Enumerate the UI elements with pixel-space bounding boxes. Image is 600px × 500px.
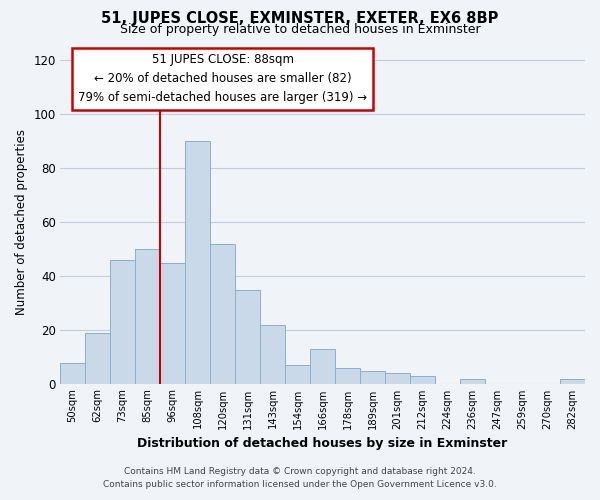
Bar [160,262,185,384]
Bar [385,374,410,384]
Bar [285,365,310,384]
Bar [335,368,360,384]
Bar [560,378,585,384]
Text: Contains HM Land Registry data © Crown copyright and database right 2024.
Contai: Contains HM Land Registry data © Crown c… [103,468,497,489]
Bar [410,376,435,384]
X-axis label: Distribution of detached houses by size in Exminster: Distribution of detached houses by size … [137,437,508,450]
Bar [210,244,235,384]
Bar [235,290,260,384]
Bar [60,362,85,384]
Bar [85,333,110,384]
Bar [360,370,385,384]
Bar [110,260,135,384]
Y-axis label: Number of detached properties: Number of detached properties [15,129,28,315]
Bar [260,324,285,384]
Text: 51 JUPES CLOSE: 88sqm
← 20% of detached houses are smaller (82)
79% of semi-deta: 51 JUPES CLOSE: 88sqm ← 20% of detached … [78,54,367,104]
Text: 51, JUPES CLOSE, EXMINSTER, EXETER, EX6 8BP: 51, JUPES CLOSE, EXMINSTER, EXETER, EX6 … [101,11,499,26]
Bar [185,141,210,384]
Bar [460,378,485,384]
Bar [135,249,160,384]
Text: Size of property relative to detached houses in Exminster: Size of property relative to detached ho… [119,22,481,36]
Bar [310,349,335,384]
